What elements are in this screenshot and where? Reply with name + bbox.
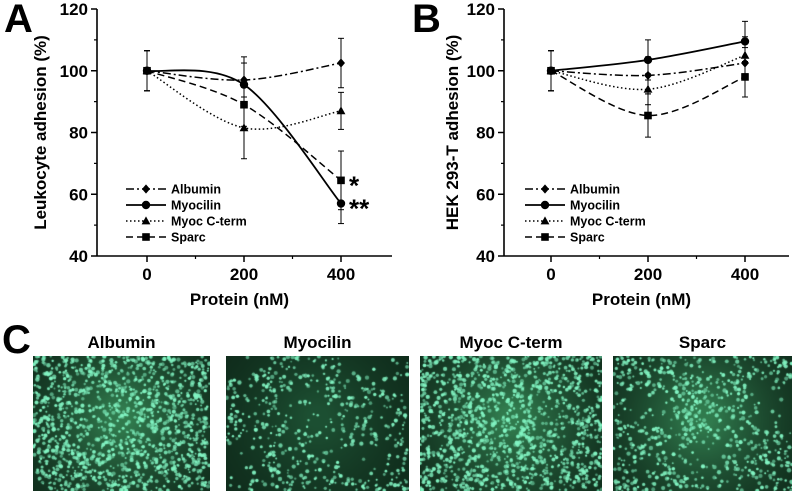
chart-a-ytick-label: 60 — [69, 185, 88, 204]
chart-b-series-myocilin-point — [643, 55, 653, 65]
micrograph-label-sparc: Sparc — [678, 333, 727, 352]
micrograph-label-albumin: Albumin — [87, 333, 156, 352]
chart-b-legend-albumin: Albumin — [525, 183, 620, 197]
chart-b-legend-label: Myoc C-term — [570, 215, 646, 229]
chart-a-xtick-label: 200 — [230, 265, 258, 284]
chart-b-series-sparc-point — [644, 111, 652, 120]
chart-a-series-myoc-c-term-point — [239, 123, 249, 132]
chart-a-ylabel: Leukocyte adhesion (%) — [31, 35, 50, 230]
chart-a-legend-marker — [141, 200, 151, 210]
chart-a-legend-marker — [142, 184, 150, 194]
chart-a-xlabel: Protein (nM) — [190, 290, 289, 309]
chart-a-legend-albumin: Albumin — [126, 183, 221, 197]
chart-b-legend-label: Sparc — [570, 231, 605, 245]
chart-a-legend-label: Myoc C-term — [171, 215, 247, 229]
chart-b-ytick-label: 80 — [476, 124, 495, 143]
chart-a-ytick-label: 120 — [60, 0, 88, 19]
micrograph-albumin — [33, 356, 210, 491]
chart-b-xlabel: Protein (nM) — [592, 290, 691, 309]
chart-b-series-myoc-c-term-point — [643, 84, 653, 93]
chart-b-legend-marker — [540, 216, 550, 225]
chart-b-ytick-label: 120 — [467, 0, 495, 19]
chart-a-series-sparc-point — [337, 176, 345, 185]
chart-a-annotation: * — [349, 170, 360, 200]
chart-b-legend-label: Myocilin — [570, 199, 620, 213]
chart-b-legend-sparc: Sparc — [525, 231, 605, 245]
chart-a-series-albumin-point — [337, 58, 345, 68]
chart-a-legend-label: Albumin — [171, 183, 221, 197]
chart-a-series-sparc-point — [143, 66, 151, 75]
chart-b-ytick-label: 60 — [476, 185, 495, 204]
chart-a-legend-marker — [142, 233, 150, 241]
chart-a-legend-myoc-c-term: Myoc C-term — [126, 215, 247, 229]
chart-a-legend-label: Sparc — [171, 231, 206, 245]
chart-b-series-sparc-line — [550, 70, 746, 117]
chart-b-legend-label: Albumin — [570, 183, 620, 197]
chart-a-xtick-label: 0 — [142, 265, 151, 284]
chart-b-series-sparc — [547, 50, 749, 138]
chart-b-xtick-label: 400 — [731, 265, 759, 284]
panel-a-letter: A — [4, 0, 33, 41]
chart-b: 40 60 80 100 120 0 200 400 Protein (nM) HEK 293-T… — [443, 0, 789, 309]
micrograph-label-myoc-c-term: Myoc C-term — [459, 333, 563, 352]
chart-b-ytick-label: 40 — [476, 247, 495, 266]
chart-a-series-sparc-point — [240, 100, 248, 109]
chart-a-series-sparc — [143, 50, 345, 211]
chart-a-legend-sparc: Sparc — [126, 231, 206, 245]
chart-a: 40 60 80 100 120 0 200 400 Protein (nM) Leukocyte… — [31, 0, 392, 309]
chart-b-xtick-label: 0 — [546, 265, 555, 284]
chart-b-legend-myoc-c-term: Myoc C-term — [525, 215, 646, 229]
micrograph-myoc-c-term — [420, 356, 602, 491]
chart-a-ytick-label: 80 — [69, 124, 88, 143]
micrograph-sparc — [613, 356, 792, 491]
chart-a-xtick-label: 400 — [327, 265, 355, 284]
chart-b-legend-myocilin: Myocilin — [525, 199, 620, 213]
chart-b-legend-marker — [541, 233, 549, 241]
chart-b-xtick-label: 200 — [634, 265, 662, 284]
chart-a-legend-label: Myocilin — [171, 199, 221, 213]
chart-b-legend-marker — [540, 200, 550, 210]
chart-b-legend-marker — [541, 184, 549, 194]
chart-b-series-sparc-point — [741, 73, 749, 81]
chart-b-ylabel: HEK 293-T adhesion (%) — [443, 35, 462, 231]
micrograph-myocilin — [226, 356, 409, 491]
chart-a-legend-myocilin: Myocilin — [126, 199, 221, 213]
micrograph-label-myocilin: Myocilin — [283, 333, 352, 352]
panel-c-letter: C — [2, 318, 31, 362]
chart-a-ytick-label: 100 — [60, 62, 88, 81]
chart-a-annotation: ** — [349, 194, 370, 224]
chart-a-legend-marker — [141, 216, 151, 225]
chart-a-series-myoc-c-term-point — [336, 106, 346, 115]
chart-a-ytick-label: 40 — [69, 247, 88, 266]
panel-b-letter: B — [412, 0, 441, 41]
chart-b-ytick-label: 100 — [467, 62, 495, 81]
chart-b-series-sparc-point — [547, 66, 555, 75]
